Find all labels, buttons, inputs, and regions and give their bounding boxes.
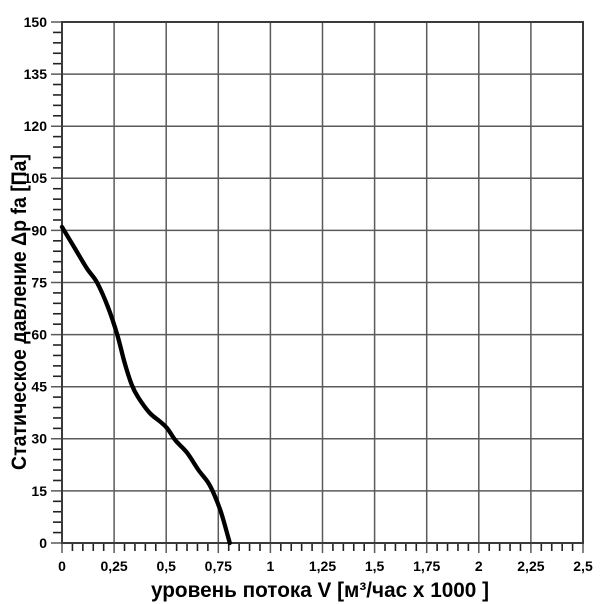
x-tick-label: 0,75 [205, 558, 232, 574]
static-pressure-curve [59, 224, 232, 546]
y-tick-label: 90 [31, 222, 47, 238]
x-tick-label: 0,25 [100, 558, 127, 574]
y-axis-title: Статическое давление Δp fa [Па] [8, 154, 31, 470]
tick-layer [53, 31, 574, 551]
tick-label-layer: 0 0,25 0,5 0,75 1 1,25 1,5 1,75 2 2,25 2,5 0 15 30 45 6… [24, 14, 593, 574]
x-tick-label: 0 [58, 558, 66, 574]
y-tick-label: 15 [31, 483, 47, 499]
x-tick-label: 1,75 [413, 558, 440, 574]
x-tick-label: 2,25 [517, 558, 544, 574]
grid-layer [51, 21, 584, 553]
y-tick-label: 0 [39, 535, 47, 551]
y-tick-label: 60 [31, 327, 47, 343]
x-tick-label: 1,25 [309, 558, 336, 574]
x-tick-label: 1,5 [365, 558, 385, 574]
y-tick-label: 75 [31, 274, 47, 290]
x-tick-label: 2,5 [573, 558, 593, 574]
y-tick-label: 30 [31, 431, 47, 447]
x-tick-label: 1 [267, 558, 275, 574]
y-tick-label: 135 [24, 66, 48, 82]
x-tick-label: 2 [475, 558, 483, 574]
curve-layer [59, 224, 232, 546]
x-axis-title: уровень потока V [м³/час x 1000 ] [151, 579, 489, 602]
y-tick-label: 105 [24, 170, 48, 186]
x-tick-label: 0,5 [156, 558, 176, 574]
y-tick-label: 150 [24, 14, 48, 30]
y-tick-label: 120 [24, 118, 48, 134]
plot-frame [61, 21, 584, 544]
y-tick-label: 45 [31, 379, 47, 395]
